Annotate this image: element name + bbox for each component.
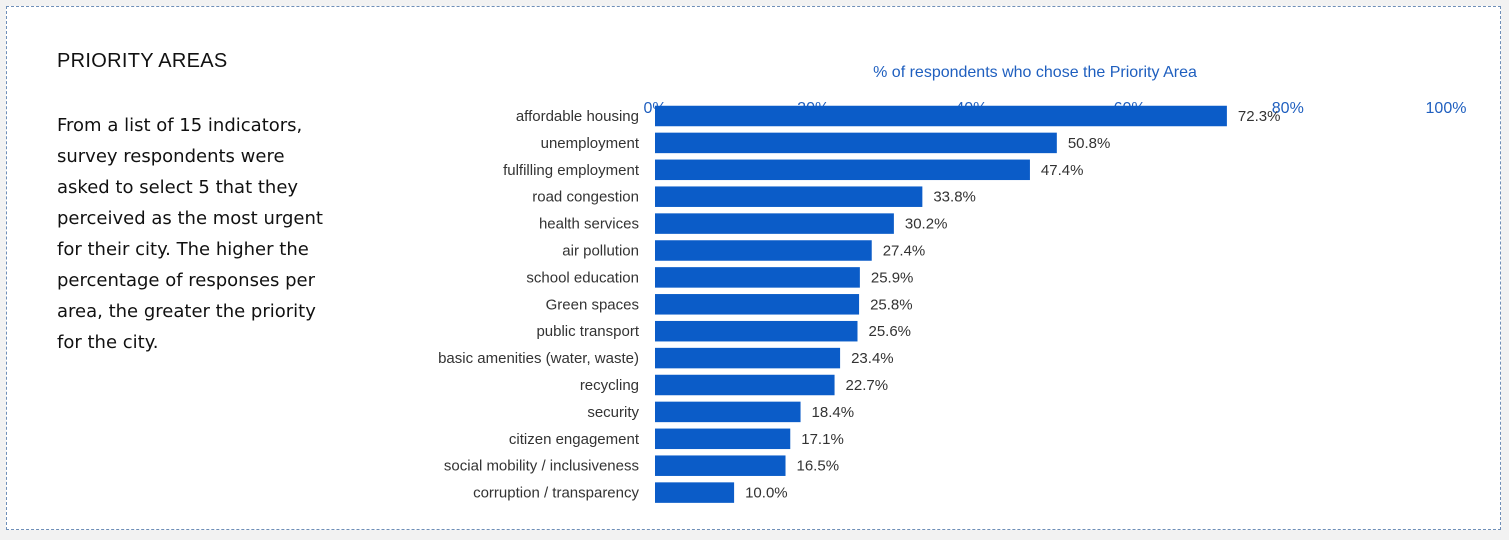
category-label: recycling	[580, 377, 639, 394]
data-label: 18.4%	[812, 404, 855, 421]
bar	[655, 401, 801, 423]
category-label: citizen engagement	[509, 431, 640, 448]
bar	[655, 320, 858, 342]
x-tick-label: 80%	[1272, 100, 1304, 117]
data-label: 25.6%	[868, 323, 911, 340]
category-label: school education	[526, 269, 639, 286]
category-label: public transport	[536, 323, 639, 340]
bar	[655, 347, 841, 369]
data-label: 23.4%	[851, 350, 894, 367]
data-label: 10.0%	[745, 485, 788, 502]
data-label: 33.8%	[933, 189, 976, 206]
section-title: PRIORITY AREAS	[57, 50, 228, 72]
bar	[655, 240, 872, 261]
bar	[655, 105, 1227, 127]
bar	[655, 294, 860, 315]
category-label: road congestion	[532, 189, 639, 206]
data-label: 47.4%	[1041, 162, 1084, 179]
category-label: security	[587, 404, 639, 421]
bar	[655, 428, 791, 450]
chart-title: % of respondents who chose the Priority …	[873, 64, 1197, 81]
bar	[655, 482, 735, 503]
data-label: 25.9%	[871, 269, 914, 286]
data-label: 50.8%	[1068, 135, 1111, 152]
category-label: air pollution	[562, 243, 639, 260]
bar	[655, 186, 923, 207]
data-label: 22.7%	[846, 377, 889, 394]
bar	[655, 267, 860, 288]
category-label: corruption / transparency	[473, 485, 639, 502]
data-label: 30.2%	[905, 216, 948, 233]
category-label: health services	[539, 216, 639, 233]
category-label: fulfilling employment	[503, 162, 640, 179]
bar	[655, 455, 786, 476]
data-label: 16.5%	[797, 458, 840, 475]
data-label: 27.4%	[883, 243, 926, 260]
data-label: 72.3%	[1238, 108, 1281, 125]
category-label: basic amenities (water, waste)	[438, 350, 639, 367]
bar	[655, 159, 1030, 181]
bar	[655, 374, 835, 396]
section-description: From a list of 15 indicators, survey res…	[57, 115, 323, 353]
category-label: unemployment	[541, 135, 640, 152]
category-label: Green spaces	[546, 296, 639, 313]
data-label: 25.8%	[870, 296, 913, 313]
category-label: affordable housing	[516, 108, 639, 125]
bar	[655, 213, 894, 234]
category-label: social mobility / inclusiveness	[444, 458, 639, 475]
data-label: 17.1%	[801, 431, 844, 448]
x-tick-label: 100%	[1426, 100, 1467, 117]
bar	[655, 132, 1057, 154]
